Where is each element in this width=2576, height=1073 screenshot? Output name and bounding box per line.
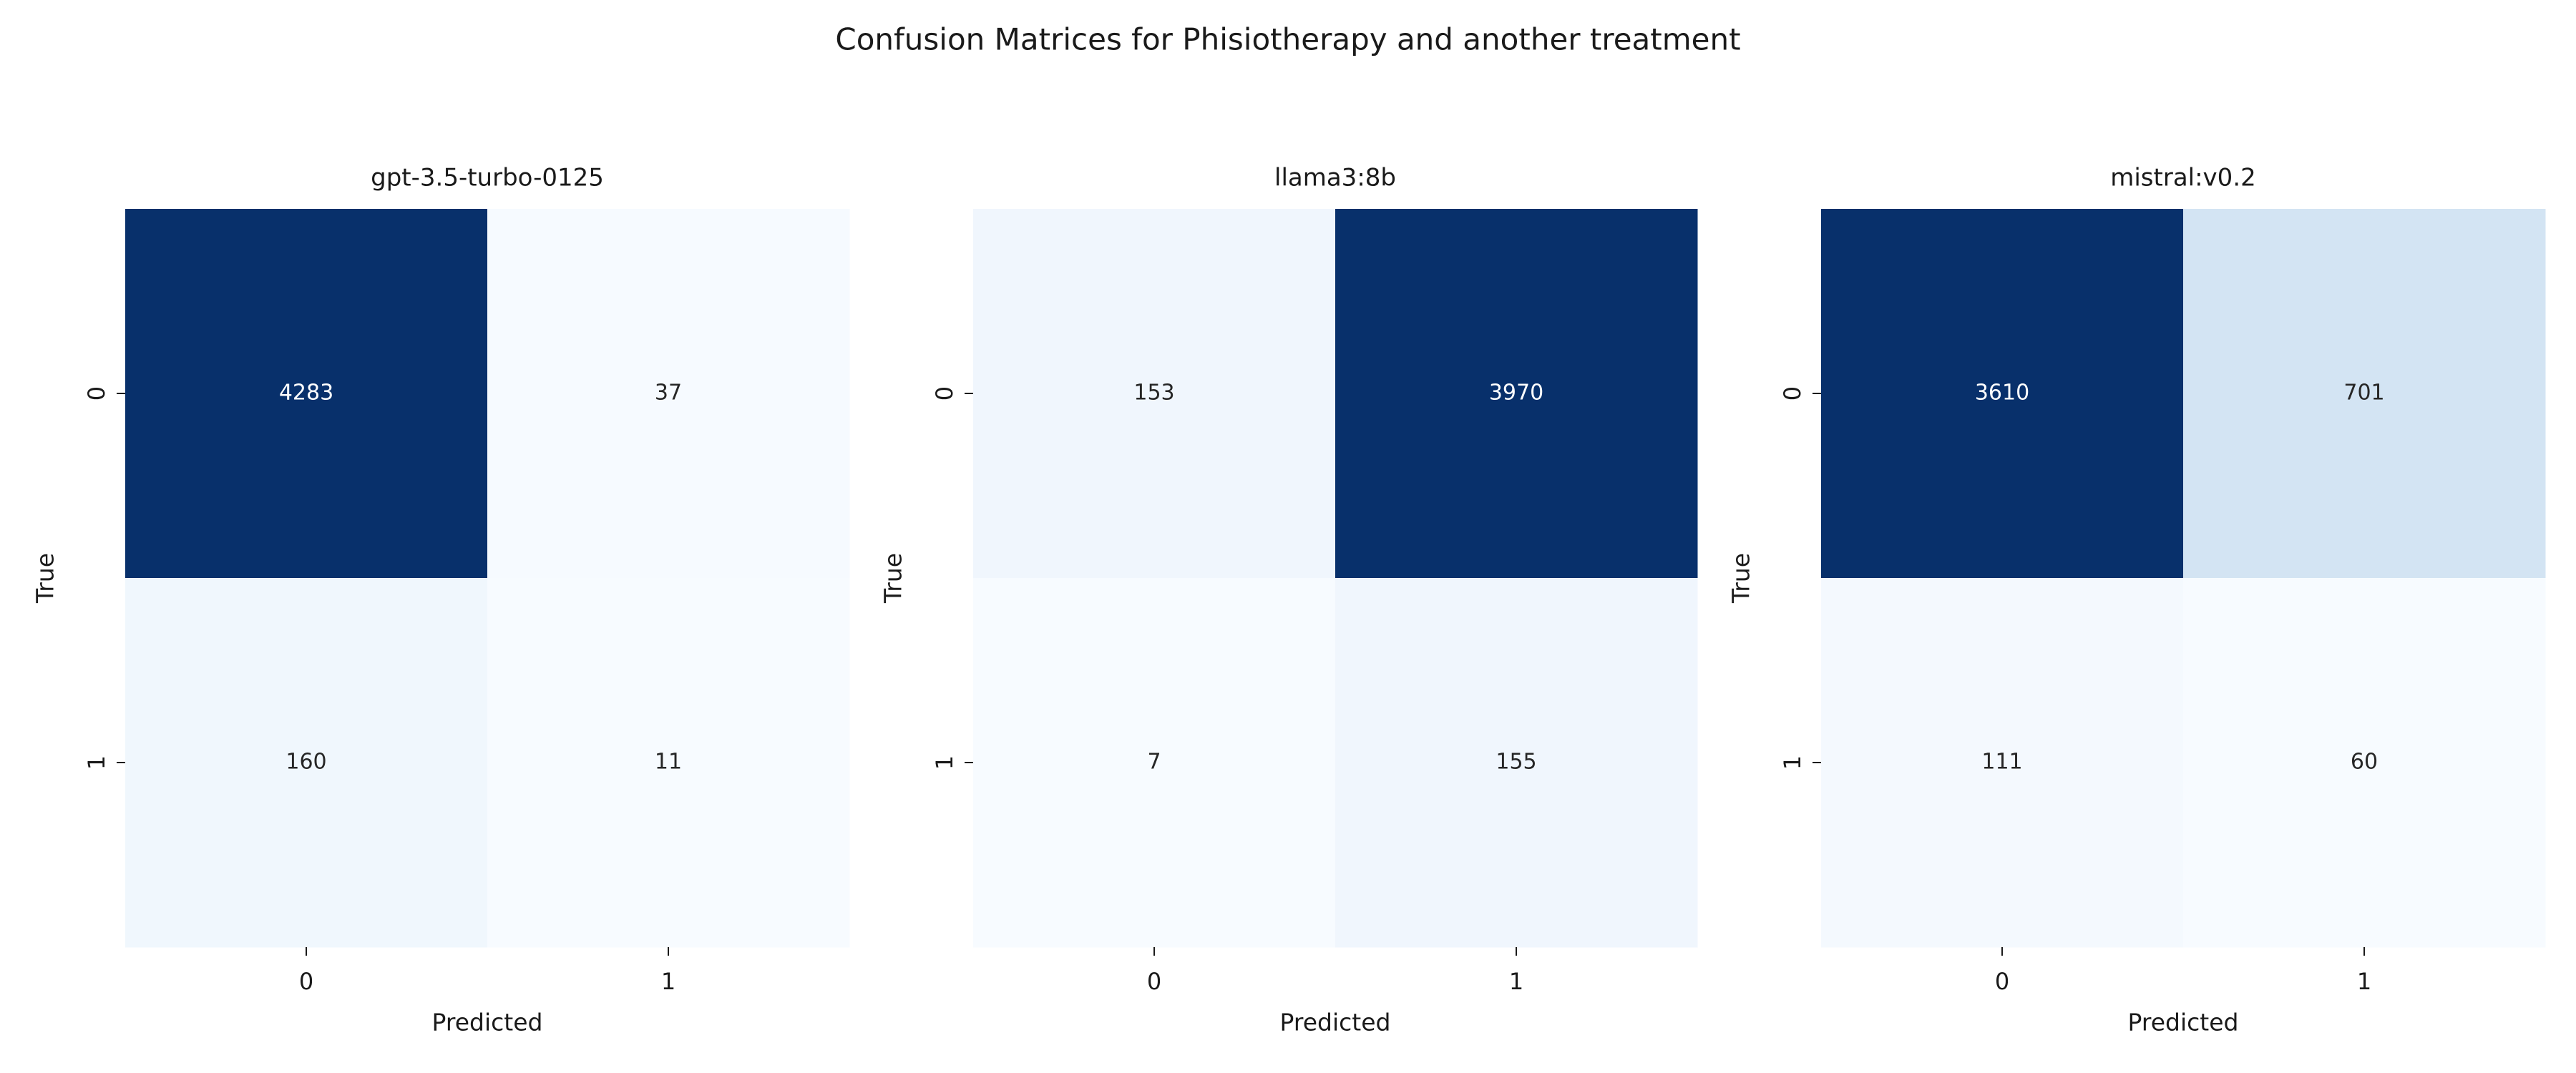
panel-title: gpt-3.5-turbo-0125 [371, 164, 604, 192]
heatmap-cell [487, 578, 850, 948]
panel-title: mistral:v0.2 [2110, 164, 2256, 192]
heatmap-cell [2183, 578, 2546, 948]
heatmap-cell [1821, 209, 2184, 579]
cell-value-label: 3970 [1489, 381, 1543, 406]
cell-value-label: 160 [286, 750, 326, 775]
cell-value-label: 153 [1133, 381, 1174, 406]
heatmap-cell [973, 209, 1336, 579]
y-tick-label: 1 [1779, 755, 1806, 770]
panel-title: llama3:8b [1274, 164, 1396, 192]
x-axis-label: Predicted [432, 1009, 543, 1037]
heatmap-cell [2183, 209, 2546, 579]
cell-value-label: 37 [655, 381, 682, 406]
figure-title: Confusion Matrices for Phisiotherapy and… [835, 22, 1740, 57]
heatmap-cell [125, 209, 488, 579]
x-tick-label: 1 [661, 968, 675, 995]
y-axis-label: True [1727, 553, 1755, 604]
cell-value-label: 111 [1981, 750, 2022, 775]
cell-value-label: 7 [1147, 750, 1161, 775]
cell-value-label: 4283 [279, 381, 333, 406]
x-axis-label: Predicted [2128, 1009, 2239, 1037]
heatmap-cell [973, 578, 1336, 948]
x-tick-label: 1 [2357, 968, 2371, 995]
x-axis-label: Predicted [1280, 1009, 1391, 1037]
x-tick-label: 0 [1147, 968, 1161, 995]
y-axis-label: True [31, 553, 59, 604]
y-tick-label: 0 [83, 386, 110, 401]
y-tick-label: 0 [931, 386, 958, 401]
cell-value-label: 701 [2343, 381, 2384, 406]
heatmap-panel-1: gpt-3.5-turbo-0125 4283 37 160 11 0 1 0 1 Predict… [31, 164, 850, 1037]
y-tick-label: 1 [931, 755, 958, 770]
heatmap-panel-3: mistral:v0.2 3610 701 111 60 0 1 0 1 Predicted Tru… [1727, 164, 2546, 1037]
heatmap-cell [1335, 578, 1698, 948]
heatmap-cell [487, 209, 850, 579]
cell-value-label: 60 [2351, 750, 2378, 775]
x-tick-label: 0 [299, 968, 313, 995]
cell-value-label: 3610 [1975, 381, 2029, 406]
heatmap-cell [1821, 578, 2184, 948]
x-tick-label: 0 [1995, 968, 2009, 995]
cell-value-label: 155 [1496, 750, 1536, 775]
y-axis-label: True [879, 553, 907, 604]
heatmap-panel-2: llama3:8b 153 3970 7 155 0 1 0 1 Predicted True [879, 164, 1698, 1037]
y-tick-label: 0 [1779, 386, 1806, 401]
x-tick-label: 1 [1509, 968, 1523, 995]
cell-value-label: 11 [655, 750, 682, 775]
heatmap-cell [1335, 209, 1698, 579]
heatmap-cell [125, 578, 488, 948]
y-tick-label: 1 [83, 755, 110, 770]
